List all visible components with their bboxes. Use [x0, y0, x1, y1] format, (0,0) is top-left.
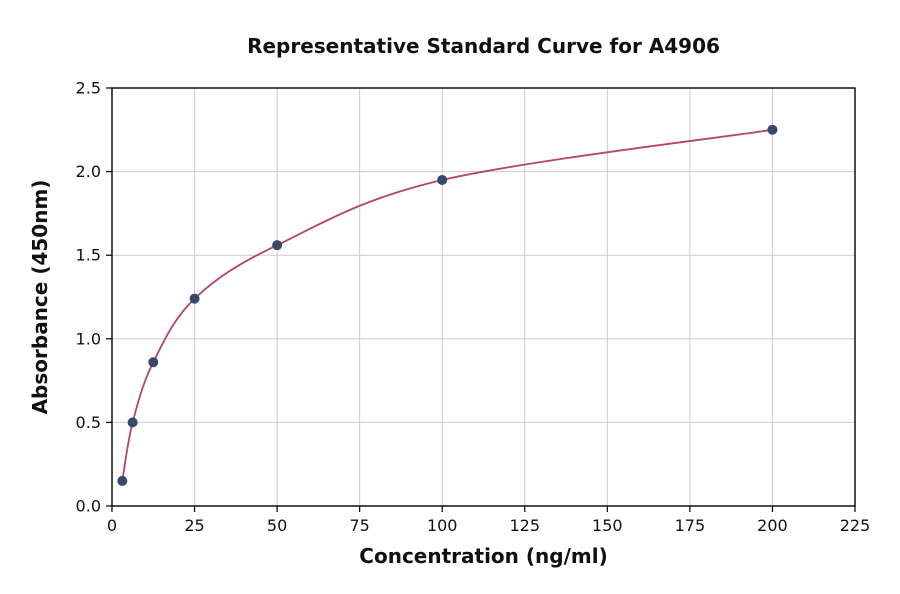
- x-tick-label: 150: [592, 516, 623, 535]
- x-tick-label: 225: [840, 516, 871, 535]
- x-tick-label: 75: [349, 516, 369, 535]
- data-point: [272, 240, 283, 251]
- x-tick-label: 175: [675, 516, 706, 535]
- x-tick-label: 100: [427, 516, 458, 535]
- plot-border: [111, 87, 856, 507]
- data-point: [767, 124, 778, 135]
- x-tick-label: 50: [267, 516, 287, 535]
- data-point: [127, 417, 138, 428]
- x-tick-label: 200: [757, 516, 788, 535]
- y-tick-label: 2.5: [76, 79, 101, 98]
- fit-curve: [121, 128, 774, 482]
- x-tick-label: 25: [184, 516, 204, 535]
- y-tick-label: 0.0: [76, 497, 101, 516]
- x-tick-label: 0: [107, 516, 117, 535]
- y-tick-label: 1.0: [76, 329, 101, 348]
- y-tick-label: 2.0: [76, 162, 101, 181]
- y-tick-label: 0.5: [76, 413, 101, 432]
- data-point: [189, 293, 200, 304]
- x-tick-label: 125: [510, 516, 541, 535]
- chart-title: Representative Standard Curve for A4906: [247, 34, 720, 58]
- x-axis-label: Concentration (ng/ml): [359, 544, 608, 568]
- y-tick-label: 1.5: [76, 246, 101, 265]
- data-point: [148, 357, 159, 368]
- data-point: [117, 475, 128, 486]
- data-point: [437, 174, 448, 185]
